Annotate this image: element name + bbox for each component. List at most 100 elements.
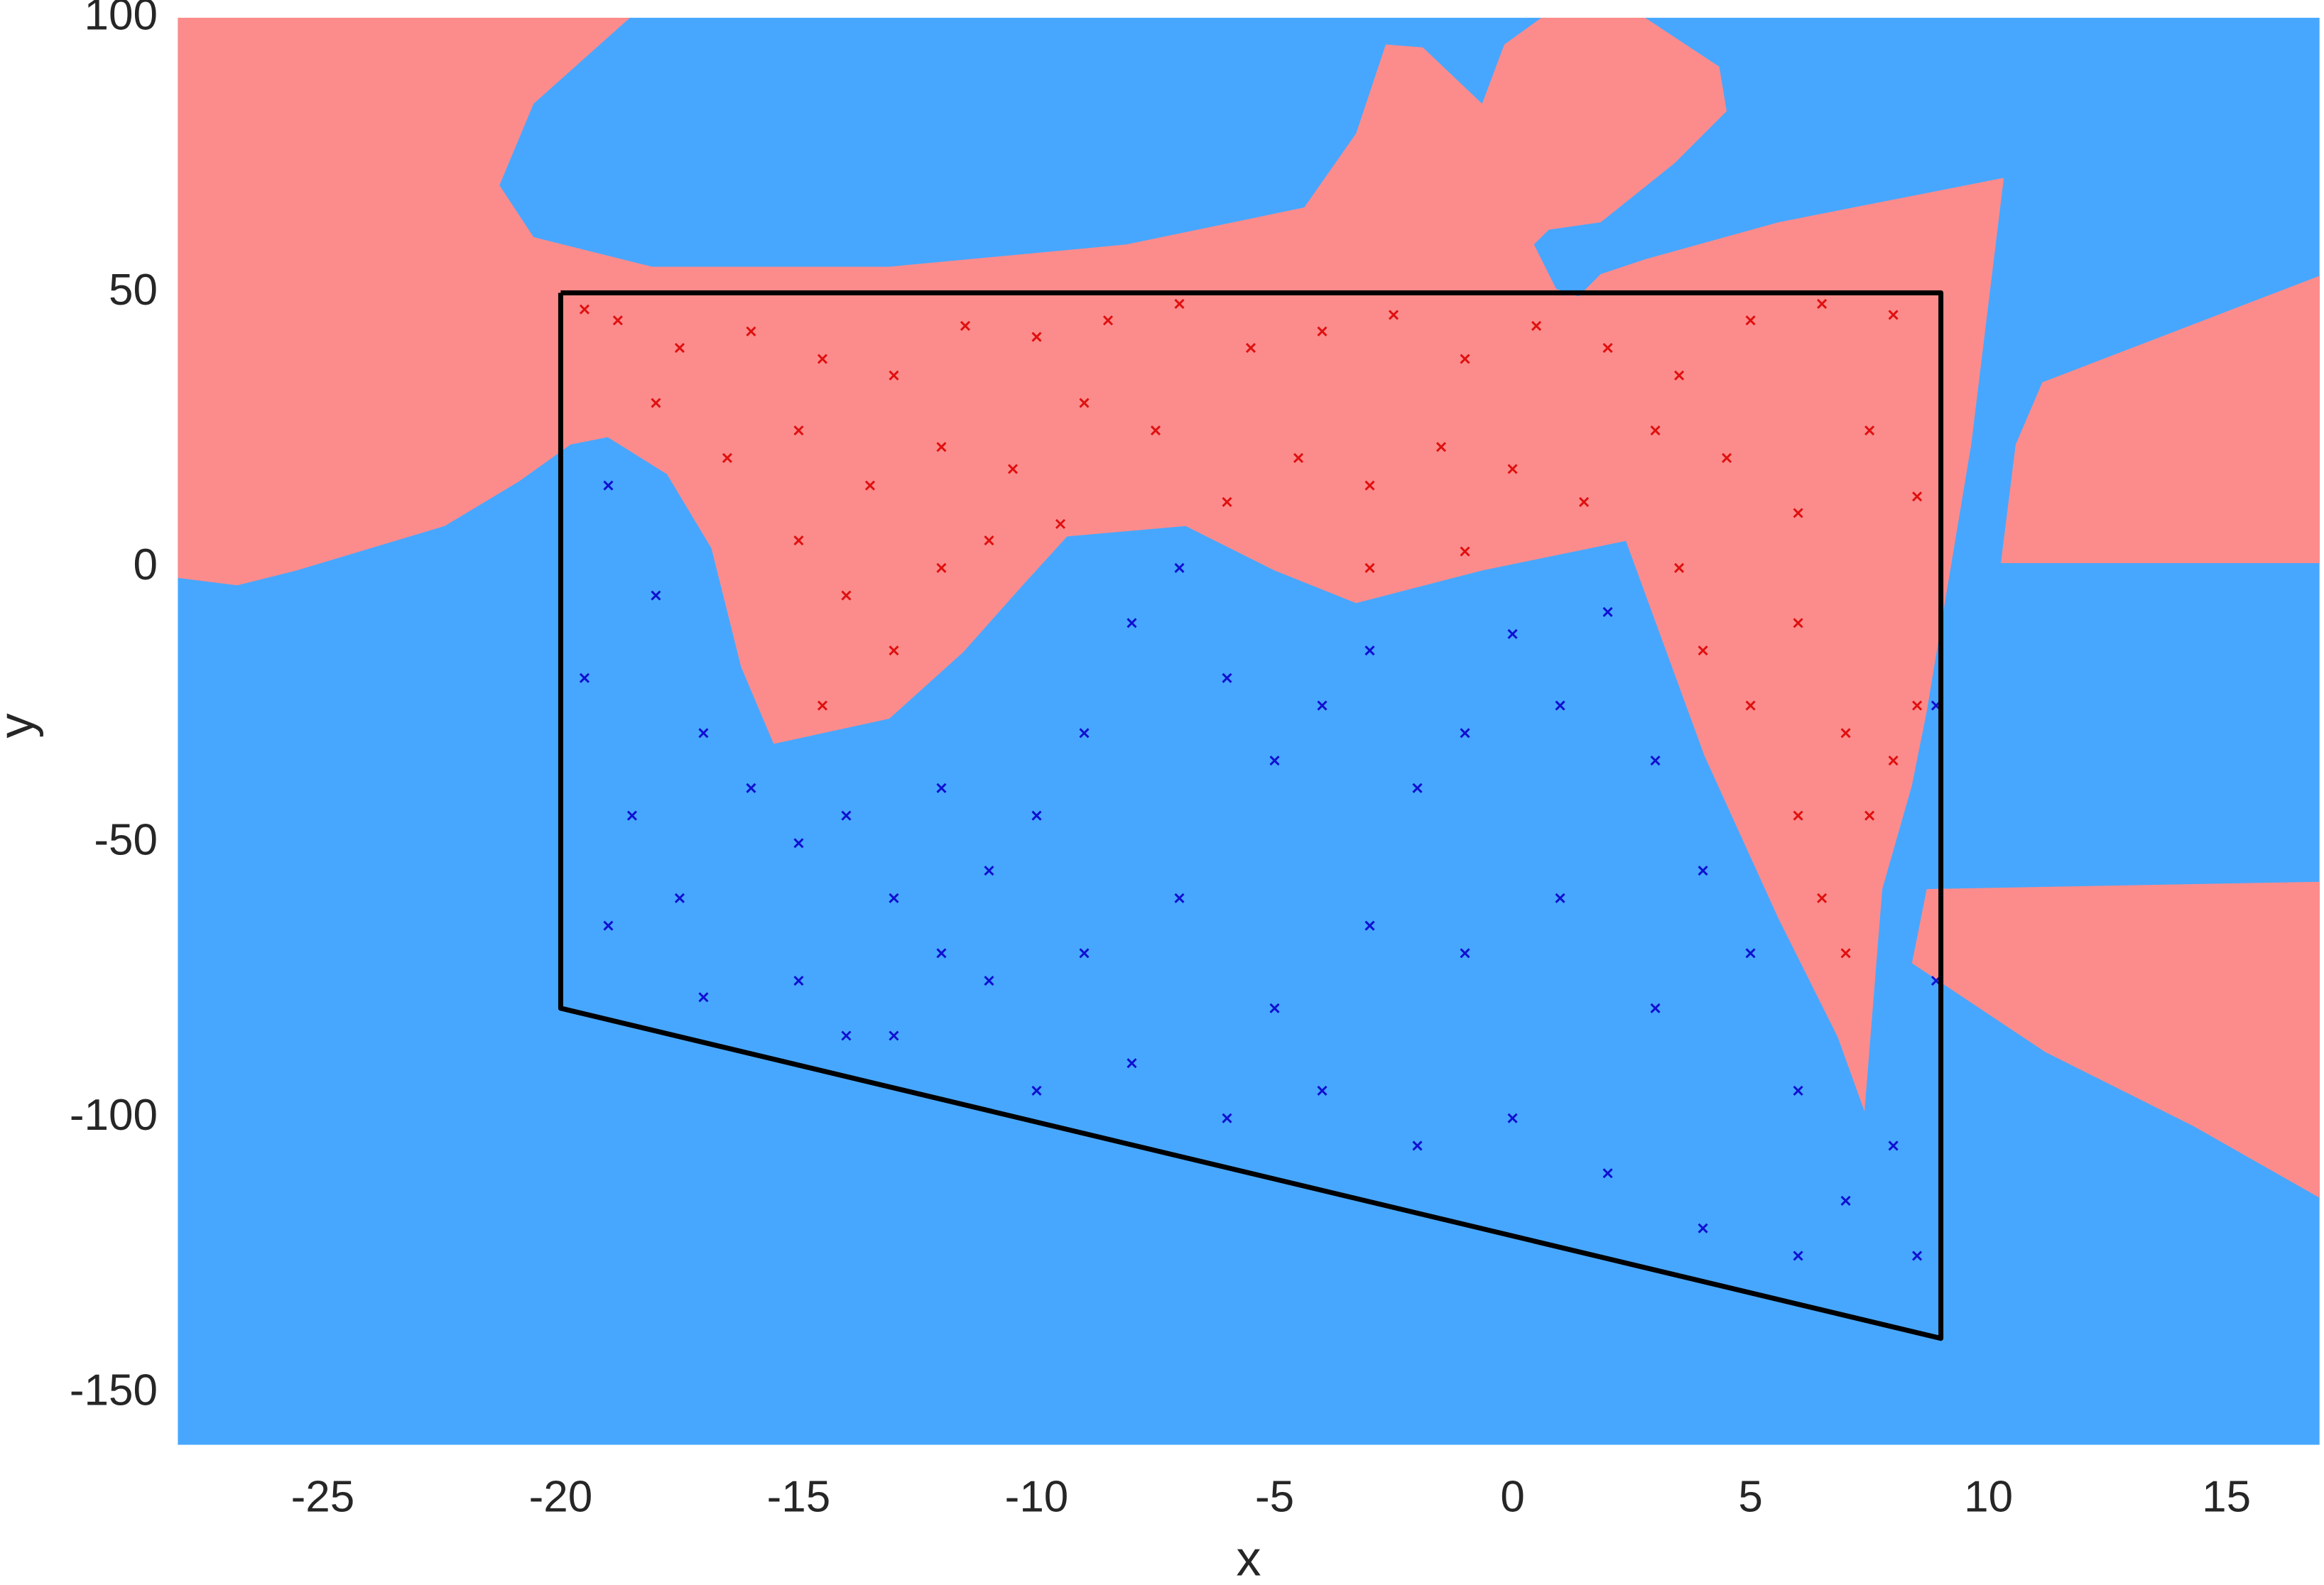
point-marker	[626, 810, 637, 821]
y-tick-label: 100	[85, 0, 158, 39]
point-marker	[936, 783, 947, 793]
point-marker	[1412, 1140, 1423, 1151]
point-marker	[1840, 728, 1851, 739]
y-tick-label: -150	[70, 1366, 158, 1415]
point-marker	[1055, 518, 1066, 529]
point-marker	[698, 992, 709, 1003]
point-marker	[1174, 562, 1185, 573]
point-marker	[746, 326, 756, 337]
point-marker	[817, 354, 828, 364]
point-marker	[1745, 700, 1756, 711]
x-tick-label: -25	[291, 1472, 355, 1521]
point-marker	[1126, 618, 1137, 628]
point-marker	[841, 810, 852, 821]
point-marker	[793, 535, 804, 546]
x-tick-label: -10	[1005, 1472, 1069, 1521]
point-marker	[1602, 606, 1613, 617]
point-marker	[579, 304, 590, 315]
point-marker	[1888, 1140, 1899, 1151]
point-marker	[1602, 342, 1613, 353]
point-marker	[1793, 508, 1803, 518]
point-marker	[1460, 728, 1470, 739]
point-marker	[793, 838, 804, 849]
point-marker	[1840, 1195, 1851, 1207]
point-marker	[889, 370, 899, 381]
point-marker	[1317, 700, 1327, 711]
point-marker	[1507, 464, 1518, 474]
y-tick-label: -100	[70, 1091, 158, 1140]
x-tick-label: -20	[529, 1472, 593, 1521]
point-marker	[817, 700, 828, 711]
point-marker	[1222, 672, 1232, 683]
point-marker	[1245, 342, 1256, 353]
point-marker	[579, 672, 590, 683]
point-marker	[1698, 1223, 1708, 1233]
x-tick-label: 15	[2202, 1472, 2251, 1521]
x-tick-label: 10	[1964, 1472, 2013, 1521]
point-marker	[1745, 315, 1756, 326]
point-marker	[984, 865, 994, 876]
point-marker	[1698, 646, 1708, 656]
point-marker	[1674, 562, 1685, 573]
point-marker	[1912, 700, 1923, 711]
point-marker	[1079, 728, 1090, 739]
point-marker	[1174, 298, 1185, 309]
point-marker	[1531, 320, 1542, 331]
y-tick-label: 0	[134, 540, 158, 589]
point-marker	[651, 398, 661, 408]
point-marker	[1579, 496, 1590, 507]
point-marker	[674, 342, 685, 353]
y-axis-label: y	[0, 714, 43, 739]
point-marker	[1126, 1058, 1137, 1069]
point-marker	[603, 920, 614, 931]
point-marker	[1102, 315, 1114, 326]
x-tick-label: -5	[1255, 1472, 1294, 1521]
point-marker	[1460, 354, 1470, 364]
x-axis-label: x	[1237, 1530, 1261, 1581]
point-marker	[1364, 480, 1375, 491]
x-tick-label: -15	[767, 1472, 831, 1521]
y-tick-label: -50	[94, 816, 158, 865]
point-marker	[1840, 948, 1851, 959]
point-marker	[1650, 425, 1661, 436]
boundary-line	[558, 290, 1944, 1341]
point-marker	[1602, 1168, 1613, 1179]
point-marker	[1317, 326, 1327, 337]
point-marker	[936, 948, 947, 959]
point-marker	[889, 1030, 899, 1041]
point-marker	[1150, 425, 1161, 436]
point-marker	[1793, 1251, 1803, 1261]
point-marker	[889, 646, 899, 656]
point-marker	[1222, 496, 1232, 507]
point-marker	[1912, 1251, 1923, 1261]
decision-regions	[178, 18, 2320, 1445]
point-marker	[1435, 442, 1447, 452]
point-marker	[1507, 628, 1518, 639]
point-marker	[1864, 810, 1875, 821]
point-marker	[1317, 1085, 1327, 1096]
point-marker	[698, 728, 709, 739]
point-marker	[1222, 1113, 1232, 1123]
region-red	[1911, 881, 2320, 1198]
point-marker	[603, 480, 614, 491]
point-marker	[1388, 310, 1399, 320]
point-marker	[651, 590, 661, 601]
point-marker	[1745, 948, 1756, 959]
region-red	[2001, 276, 2320, 563]
point-marker	[1412, 783, 1423, 793]
point-marker	[1912, 491, 1923, 502]
point-marker	[1364, 646, 1375, 656]
point-marker	[1698, 865, 1708, 876]
point-marker	[793, 975, 804, 986]
point-marker	[1864, 425, 1875, 436]
point-marker	[1793, 618, 1803, 628]
point-marker	[1650, 1003, 1661, 1013]
point-marker	[984, 975, 994, 986]
point-marker	[1793, 810, 1803, 821]
point-marker	[1460, 948, 1470, 959]
point-marker	[841, 590, 852, 601]
point-marker	[841, 1030, 852, 1041]
point-marker	[936, 442, 947, 452]
